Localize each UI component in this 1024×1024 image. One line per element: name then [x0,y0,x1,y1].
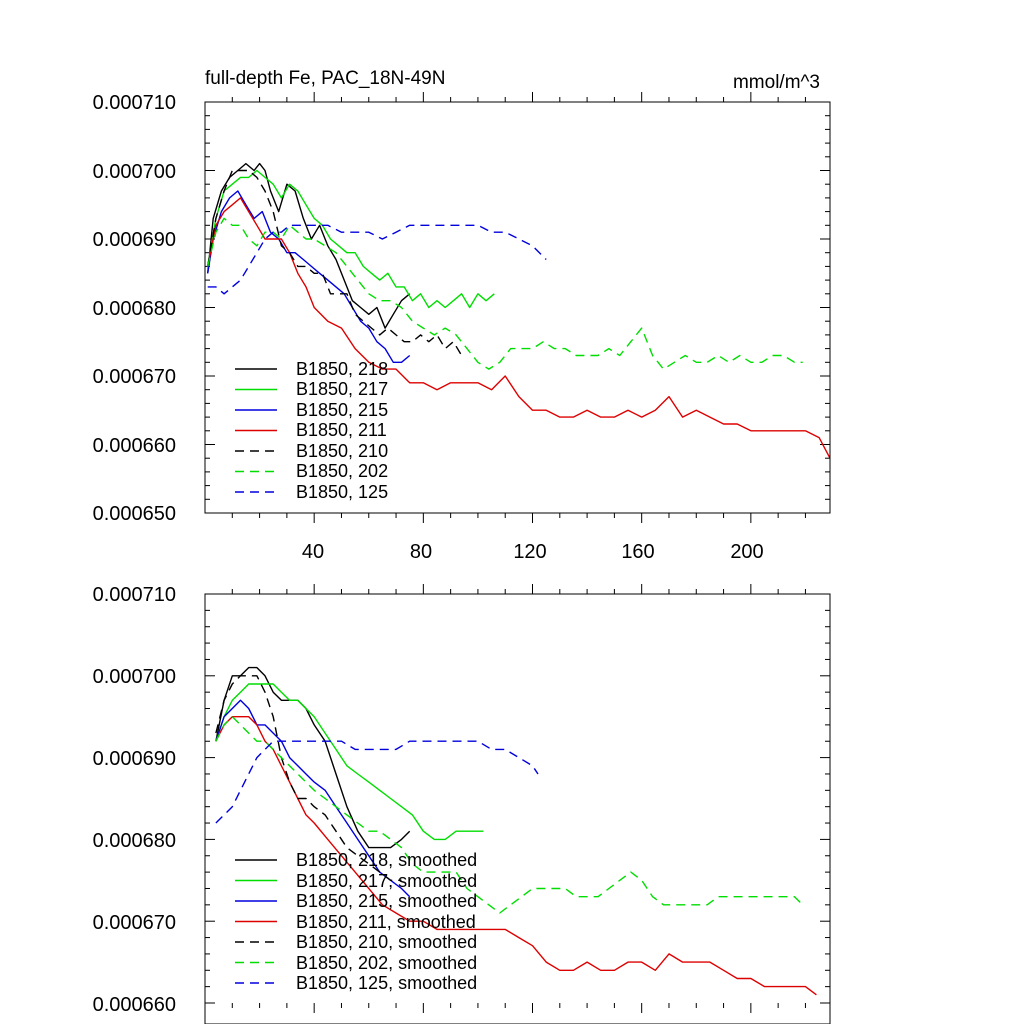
legend-label: B1850, 125, smoothed [296,973,477,993]
bottom-legend: B1850, 218, smoothed B1850, 217, smoothe… [235,850,477,993]
y-tick-label: 0.000710 [93,92,176,114]
series-line [215,699,411,898]
series-line [207,190,411,363]
top-series-lines [207,162,831,459]
series-line [207,169,463,356]
top-plot-frame [204,101,831,514]
chart-title: full-depth Fe, PAC_18N-49N [205,68,445,89]
top-panel: full-depth Fe, PAC_18N-49N mmol/m^3 0.00… [93,68,831,563]
legend-label: B1850, 211, smoothed [296,912,476,932]
y-tick-label: 0.000680 [93,830,176,852]
units-label: mmol/m^3 [733,72,820,93]
legend-label: B1850, 210, smoothed [296,932,477,952]
x-tick-label: 120 [513,541,546,563]
y-tick-label: 0.000670 [93,912,176,934]
series-line [207,169,495,309]
legend-label: B1850, 202, smoothed [296,953,477,973]
series-line [215,716,817,996]
top-axes-ticks [205,92,830,523]
series-line [215,675,402,881]
legend-label: B1850, 218 [296,359,388,379]
legend-label: B1850, 215 [296,400,388,420]
bottom-axes-ticks [205,584,830,1013]
series-line [207,217,803,370]
x-tick-label: 80 [410,541,432,563]
bottom-series-lines [215,666,817,996]
y-tick-label: 0.000680 [93,298,176,320]
x-tick-label: 200 [730,541,763,563]
series-line [215,740,539,824]
legend-label: B1850, 202 [296,461,388,481]
legend-label: B1850, 218, smoothed [296,850,477,870]
legend-label: B1850, 211 [296,420,387,440]
top-x-tick-labels: 40 80 120 160 200 [302,541,764,563]
top-legend: B1850, 218 B1850, 217 B1850, 215 B1850, … [235,359,388,502]
bottom-panel: 0.000710 0.000700 0.000690 0.000680 0.00… [93,584,831,1024]
y-tick-label: 0.000650 [93,503,176,525]
y-tick-label: 0.000700 [93,666,176,688]
series-line [207,197,831,459]
x-tick-label: 40 [302,541,324,563]
bottom-y-tick-labels: 0.000710 0.000700 0.000690 0.000680 0.00… [93,584,176,1016]
series-line [207,224,547,295]
y-tick-label: 0.000710 [93,584,176,606]
bottom-plot-frame [204,593,831,1024]
series-line [215,683,484,841]
series-line [215,716,804,914]
y-tick-label: 0.000660 [93,435,176,457]
legend-label: B1850, 215, smoothed [296,891,477,911]
y-tick-label: 0.000700 [93,161,176,183]
y-tick-label: 0.000670 [93,366,176,388]
y-tick-label: 0.000660 [93,994,176,1016]
legend-label: B1850, 217 [296,379,388,399]
legend-label: B1850, 210 [296,441,388,461]
x-tick-label: 160 [621,541,654,563]
y-tick-label: 0.000690 [93,748,176,770]
legend-label: B1850, 217, smoothed [296,871,477,891]
legend-label: B1850, 125 [296,482,388,502]
top-y-tick-labels: 0.000710 0.000700 0.000690 0.000680 0.00… [93,92,176,525]
y-tick-label: 0.000690 [93,229,176,251]
series-line [207,162,411,329]
